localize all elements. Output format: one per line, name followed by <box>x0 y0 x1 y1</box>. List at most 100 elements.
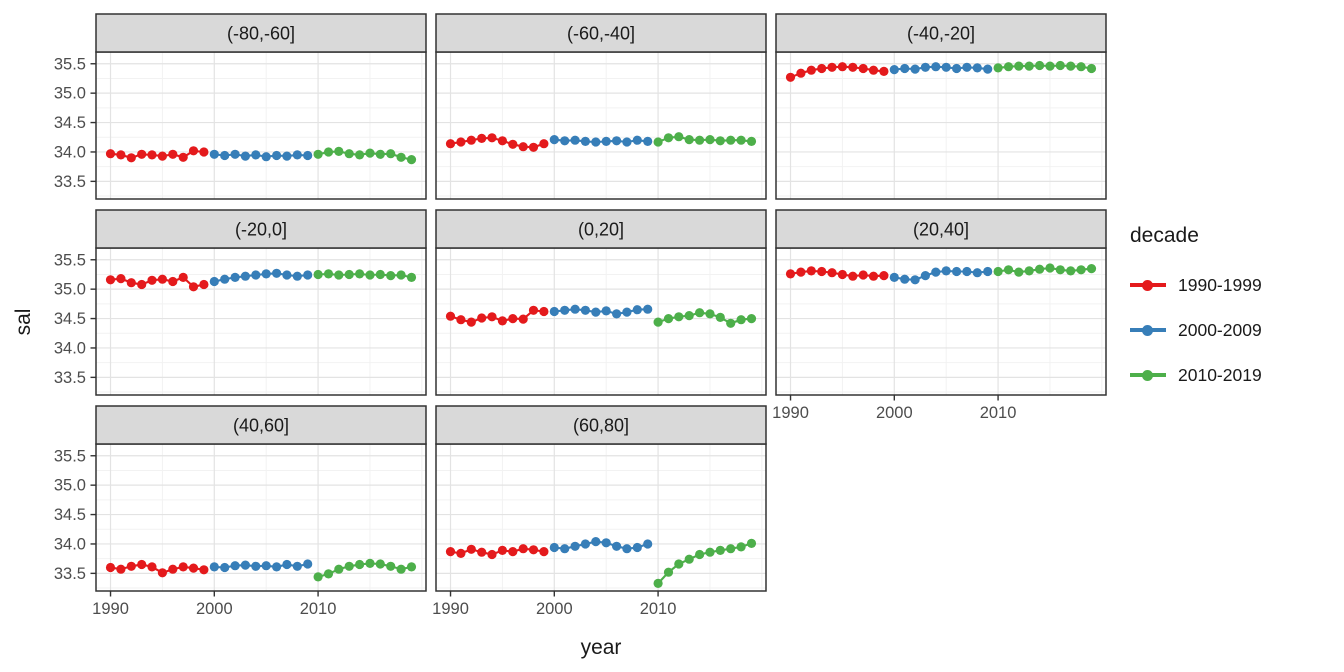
data-point-1990-1999 <box>508 139 518 149</box>
data-point-2000-2009 <box>972 268 982 278</box>
data-point-2010-2019 <box>386 271 396 281</box>
data-point-1990-1999 <box>868 65 879 75</box>
data-point-2000-2009 <box>230 561 240 571</box>
data-point-2000-2009 <box>920 62 930 72</box>
series-line-2000-2009 <box>214 153 308 158</box>
data-point-2010-2019 <box>653 137 663 147</box>
data-point-2010-2019 <box>375 269 385 280</box>
data-point-2000-2009 <box>251 270 261 280</box>
series-line-2010-2019 <box>317 562 412 578</box>
legend-entry-label: 2000-2009 <box>1178 319 1262 340</box>
data-point-1990-1999 <box>806 65 816 75</box>
series-line-1990-1999 <box>110 149 205 159</box>
data-point-2000-2009 <box>983 266 993 277</box>
data-point-1990-1999 <box>456 548 466 558</box>
data-point-2000-2009 <box>303 150 313 161</box>
data-point-2000-2009 <box>941 62 951 72</box>
legend-entry-1990-1999: 1990-1999 <box>1130 272 1340 298</box>
data-point-1990-1999 <box>456 315 466 325</box>
data-point-2000-2009 <box>900 63 910 74</box>
x-tick-label: 2000 <box>196 600 233 618</box>
data-point-2010-2019 <box>355 559 365 570</box>
data-point-2000-2009 <box>220 562 230 573</box>
data-point-2000-2009 <box>952 63 962 74</box>
data-point-2000-2009 <box>632 305 642 315</box>
panel-background <box>96 444 426 591</box>
data-point-2000-2009 <box>612 136 622 146</box>
data-point-2010-2019 <box>1003 265 1014 275</box>
facet-strip-label: (40,60] <box>233 416 289 436</box>
data-point-1990-1999 <box>487 549 497 560</box>
series-line-2000-2009 <box>554 138 648 144</box>
data-point-2000-2009 <box>952 266 962 277</box>
data-point-2010-2019 <box>993 266 1003 277</box>
data-point-1990-1999 <box>137 279 147 290</box>
data-point-2000-2009 <box>889 65 899 75</box>
data-point-2010-2019 <box>695 135 705 145</box>
y-tick-label: 35.5 <box>54 251 86 269</box>
data-point-2010-2019 <box>674 312 684 322</box>
data-point-1990-1999 <box>116 150 126 160</box>
series-line-1990-1999 <box>790 269 884 278</box>
data-point-2010-2019 <box>406 272 417 282</box>
data-point-1990-1999 <box>785 72 796 82</box>
data-point-2000-2009 <box>591 307 601 317</box>
data-point-2010-2019 <box>1076 62 1086 72</box>
x-tick-label: 1990 <box>432 600 469 618</box>
data-point-2010-2019 <box>334 270 344 280</box>
data-point-2010-2019 <box>1024 266 1034 276</box>
data-point-2010-2019 <box>684 554 694 564</box>
data-point-2000-2009 <box>570 304 580 314</box>
data-point-1990-1999 <box>837 269 847 280</box>
data-point-2000-2009 <box>983 64 993 74</box>
data-point-1990-1999 <box>157 151 167 161</box>
data-point-2000-2009 <box>272 268 282 278</box>
panel-background <box>436 248 766 395</box>
data-point-2010-2019 <box>695 308 705 318</box>
y-tick-label: 34.0 <box>54 339 86 357</box>
legend-dot-glyph <box>1142 324 1153 336</box>
data-point-2010-2019 <box>674 559 684 569</box>
data-point-2010-2019 <box>695 549 705 560</box>
legend-title: decade <box>1130 224 1199 247</box>
data-point-1990-1999 <box>126 153 136 163</box>
data-point-2010-2019 <box>663 567 674 577</box>
data-point-1990-1999 <box>539 547 549 557</box>
data-point-2000-2009 <box>889 272 899 282</box>
y-tick-label: 34.5 <box>54 310 86 328</box>
data-point-2010-2019 <box>1014 61 1024 71</box>
data-point-2000-2009 <box>643 136 653 146</box>
series-line-1990-1999 <box>110 276 205 288</box>
data-point-2000-2009 <box>601 538 611 548</box>
data-point-1990-1999 <box>837 62 847 72</box>
y-tick-label: 33.5 <box>54 565 86 583</box>
facet-strip <box>435 405 767 445</box>
data-point-2010-2019 <box>715 312 725 322</box>
panel-background <box>96 248 426 395</box>
panel-background <box>436 444 766 591</box>
data-point-2010-2019 <box>313 269 323 280</box>
data-point-2010-2019 <box>375 149 385 159</box>
facet-strip-label: (0,20] <box>578 220 624 240</box>
data-point-2000-2009 <box>622 307 632 317</box>
data-point-2010-2019 <box>653 578 663 588</box>
data-point-2000-2009 <box>962 62 972 72</box>
data-point-2010-2019 <box>653 317 663 327</box>
data-point-2010-2019 <box>1055 60 1065 71</box>
data-point-2000-2009 <box>910 275 920 285</box>
data-point-2000-2009 <box>972 63 982 73</box>
data-point-1990-1999 <box>487 312 497 322</box>
data-point-1990-1999 <box>168 149 178 159</box>
data-point-2010-2019 <box>334 146 344 156</box>
data-point-1990-1999 <box>508 547 518 557</box>
legend-entry-label: 1990-1999 <box>1178 274 1262 295</box>
series-line-2010-2019 <box>657 542 752 585</box>
data-point-2010-2019 <box>406 155 417 165</box>
data-point-2010-2019 <box>726 544 736 554</box>
data-point-2000-2009 <box>303 559 313 569</box>
data-point-1990-1999 <box>147 275 157 285</box>
data-point-1990-1999 <box>199 147 209 157</box>
facet-(-80,-60]: (-80,-60] 33.5 34.0 34.5 35.0 35.5 <box>54 13 427 200</box>
data-point-2010-2019 <box>736 135 746 145</box>
data-point-1990-1999 <box>827 268 837 278</box>
